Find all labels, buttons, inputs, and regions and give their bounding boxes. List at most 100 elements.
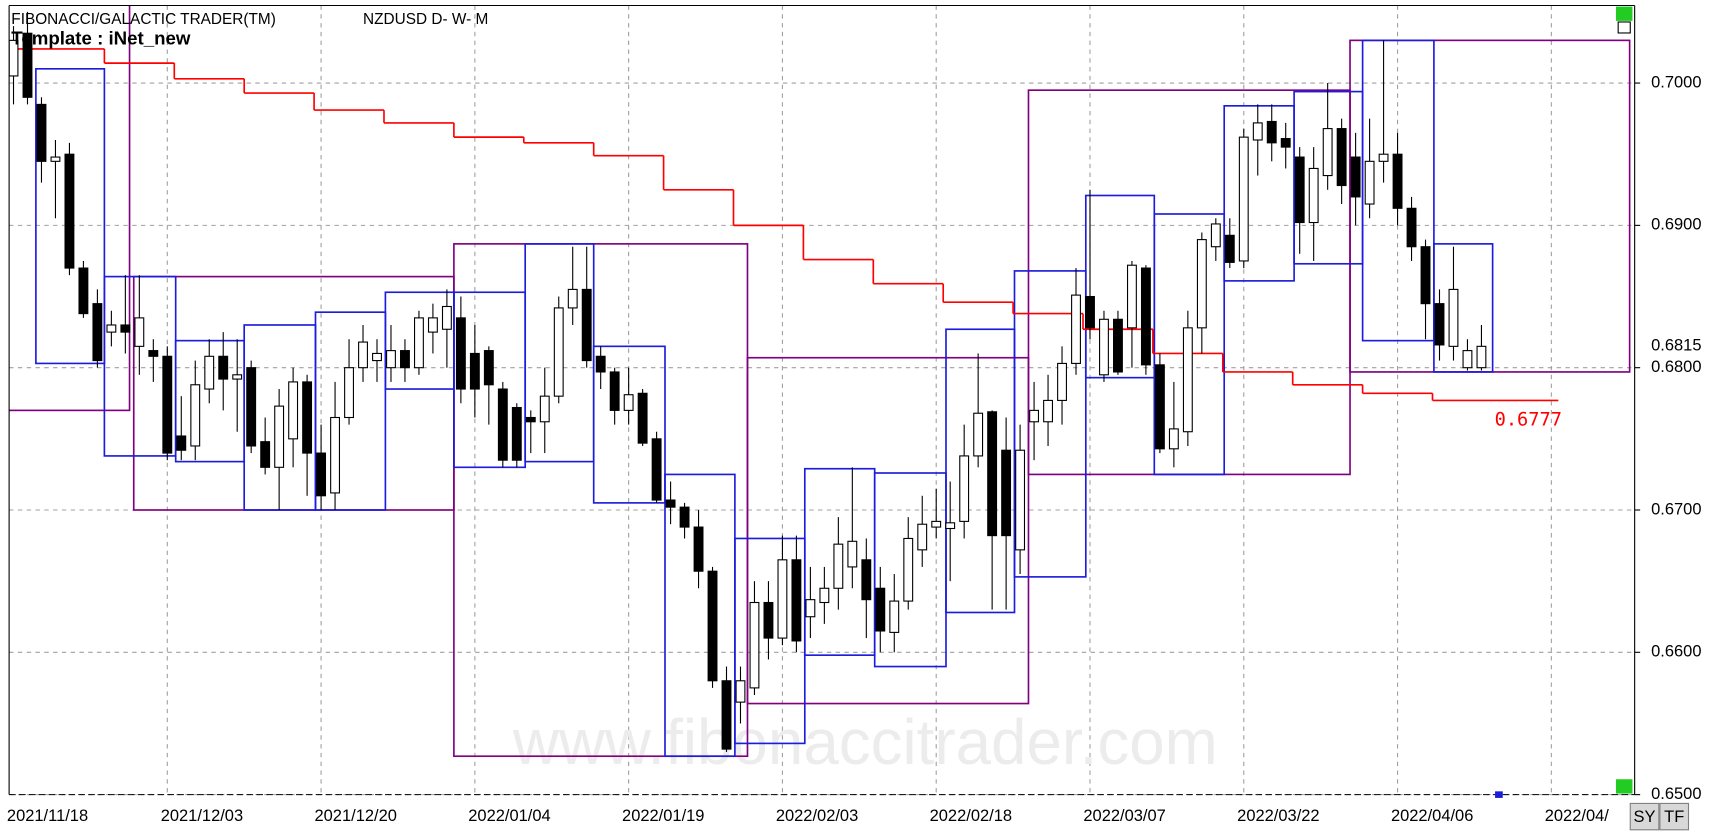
- candle-body: [763, 601, 774, 639]
- candle-body: [1140, 267, 1151, 366]
- candle-body: [1448, 288, 1459, 347]
- candle-body: [931, 520, 942, 528]
- candle-body: [1378, 153, 1389, 162]
- candle-body: [721, 680, 732, 750]
- toolbar-button-label[interactable]: SY: [1634, 808, 1656, 826]
- axes: 0.6500 0.6600 0.6700 0.6800 0.6900 0.7000 2021…: [7, 73, 1714, 825]
- candle-body: [679, 506, 690, 528]
- candle-body: [176, 435, 187, 451]
- candle-body: [1085, 295, 1095, 329]
- x-tick-label: 2022/04/06: [1391, 807, 1473, 825]
- candle-body: [386, 350, 396, 369]
- candle-body: [92, 303, 103, 362]
- candle-body: [903, 537, 914, 602]
- candle-body: [1113, 318, 1123, 373]
- candle-body: [274, 405, 285, 468]
- candle-body: [623, 394, 634, 411]
- candle-body: [735, 680, 746, 703]
- candle-body: [749, 601, 760, 689]
- candle-body: [497, 388, 508, 461]
- candle-body: [791, 559, 802, 642]
- candle-body: [316, 452, 327, 497]
- candle-body: [1182, 327, 1193, 433]
- y-tick-label: 0.6500: [1651, 785, 1701, 803]
- symbol: NZDUSD D- W- M: [363, 11, 488, 28]
- candle-body: [1029, 409, 1040, 423]
- toolbar-button-label[interactable]: TF: [1664, 808, 1684, 826]
- range-box: [1013, 270, 1087, 578]
- candle-body: [651, 438, 662, 501]
- candle-body: [1224, 234, 1235, 263]
- candle-body: [707, 570, 718, 682]
- candle-body: [9, 39, 19, 77]
- y-tick-label: 0.6900: [1651, 216, 1701, 234]
- candle-body: [1308, 167, 1319, 224]
- corner-marker: [1615, 6, 1633, 21]
- candle-body: [1406, 207, 1417, 248]
- candle-body: [973, 412, 984, 457]
- toolbar-button[interactable]: [1659, 802, 1690, 831]
- candle-body: [1210, 223, 1221, 248]
- candle-body: [246, 367, 257, 447]
- candle-body: [1099, 318, 1109, 376]
- range-box: [1361, 39, 1435, 342]
- candle-body: [260, 441, 271, 468]
- candle-body: [302, 381, 313, 454]
- candle-body: [372, 352, 382, 362]
- x-tick-label: 2022/03/07: [1083, 807, 1165, 825]
- candle-body: [539, 395, 550, 423]
- y-tick-label: 0.7000: [1651, 73, 1701, 91]
- candle-body: [204, 355, 215, 390]
- title: FIBONACCI/GALACTIC TRADER(TM): [11, 11, 276, 28]
- candle-body: [1168, 428, 1179, 450]
- range-box: [1153, 213, 1226, 476]
- candle-body: [1043, 399, 1053, 423]
- candle-body: [218, 355, 229, 380]
- y-tick-label: 0.6700: [1651, 500, 1701, 518]
- candle-body: [148, 350, 159, 357]
- range-box: [314, 311, 387, 511]
- candle-body: [595, 355, 606, 373]
- candle-body: [637, 392, 648, 444]
- candle-body: [1462, 350, 1473, 369]
- candle-body: [1126, 264, 1137, 329]
- candle-body: [609, 371, 620, 411]
- candle-body: [833, 543, 844, 589]
- candle-body: [50, 156, 61, 162]
- candle-body: [959, 455, 970, 522]
- candle-body: [553, 307, 564, 397]
- candle-body: [1420, 246, 1431, 305]
- y-tick-label: 0.6800: [1651, 358, 1701, 376]
- candle-body: [469, 352, 480, 390]
- candle-body: [665, 499, 676, 508]
- candle-body: [1071, 294, 1081, 364]
- candle-body: [1392, 153, 1403, 209]
- candle-body: [875, 587, 886, 632]
- time-marker: [1495, 791, 1503, 798]
- candle-body: [1364, 160, 1375, 205]
- candle-body: [1266, 120, 1277, 144]
- toolbar-button[interactable]: [1629, 802, 1660, 831]
- y-tick-label: 0.6600: [1651, 643, 1701, 661]
- candle-body: [1057, 362, 1067, 401]
- candle-body: [344, 367, 354, 419]
- range-box: [9, 5, 131, 412]
- candle-body: [330, 416, 341, 494]
- candle-body: [777, 559, 788, 639]
- candle-body: [1322, 128, 1333, 177]
- candle-body: [1476, 345, 1487, 369]
- candle-body: [441, 305, 452, 330]
- x-tick-label: 2022/02/03: [776, 807, 858, 825]
- boxes: [9, 5, 1631, 758]
- x-tick-label: 2021/11/18: [7, 807, 88, 825]
- levels: [9, 48, 1559, 402]
- candle-body: [134, 317, 145, 347]
- candle-body: [78, 267, 89, 315]
- candle-body: [581, 288, 592, 362]
- range-box: [1433, 243, 1494, 373]
- range-box: [592, 345, 666, 504]
- candle-body: [455, 317, 466, 390]
- window-icon[interactable]: [1617, 21, 1631, 34]
